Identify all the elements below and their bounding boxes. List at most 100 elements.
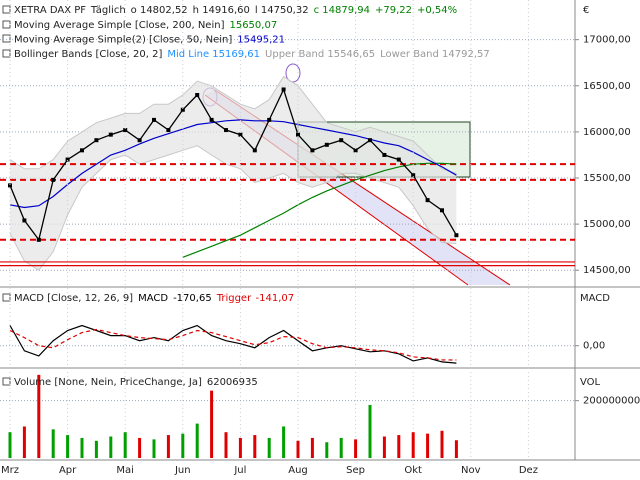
legend: Moving Average Simple(2) [Close, 50, Nei…: [14, 35, 285, 46]
volume-bar: [51, 429, 55, 458]
price-point: [209, 117, 214, 122]
volume-bar: [210, 390, 214, 458]
legend-text: -141,07: [256, 293, 295, 304]
y-tick-label: 200000000: [583, 396, 640, 407]
volume-bar: [123, 432, 127, 458]
legend-text: Täglich: [90, 5, 126, 16]
price-point: [296, 132, 300, 137]
x-tick-label: Jun: [174, 465, 191, 476]
y-tick-label: 0,00: [583, 341, 605, 352]
price-line: [9, 87, 457, 242]
volume-bar: [440, 430, 444, 458]
legend-text: -170,65: [173, 293, 212, 304]
price-point: [166, 128, 171, 133]
price-point: [65, 157, 70, 162]
price-point: [238, 132, 243, 137]
volume-bar: [37, 374, 41, 458]
axis-unit: €: [583, 5, 589, 16]
volume-bar: [296, 440, 300, 458]
price-point: [152, 117, 156, 122]
legend-text: l 14750,32: [255, 5, 309, 16]
bollinger-lower: [9, 145, 457, 271]
volume-bar: [138, 437, 142, 458]
volume-bar: [397, 435, 401, 458]
volume-bar: [109, 436, 113, 458]
marker-circle: [285, 63, 301, 83]
legend-text: XETRA DAX PF: [14, 5, 86, 16]
price-point: [396, 157, 401, 162]
price-point: [353, 148, 358, 153]
volume-bar: [22, 426, 26, 458]
volume-bar: [454, 440, 458, 458]
bollinger-band: [10, 76, 457, 271]
legend-text: Volume [None, Nein, PriceChange, Ja]: [14, 377, 202, 388]
x-tick-label: Aug: [288, 465, 308, 476]
volume-bar: [325, 442, 329, 458]
legend-text: Upper Band 15546,65: [265, 49, 375, 60]
x-tick-label: Jul: [233, 465, 246, 476]
legend-text: Lower Band 14792,57: [380, 49, 490, 60]
legend-text: Bollinger Bands [Close, 20, 2]: [14, 49, 162, 60]
volume-bar: [368, 404, 372, 458]
volume-bar: [310, 437, 314, 458]
price-point: [382, 152, 387, 157]
moving-average: [9, 119, 457, 209]
indicator-line: [9, 328, 457, 361]
volume-bar: [426, 433, 430, 458]
legend: MACD [Close, 12, 26, 9] MACD -170,65 Trigge…: [14, 293, 294, 304]
x-tick-label: Dez: [519, 465, 538, 476]
volume-bar: [238, 437, 242, 458]
x-tick-label: Mrz: [1, 465, 19, 476]
y-tick-label: 15500,00: [583, 173, 631, 184]
price-point: [80, 148, 84, 153]
moving-average: [182, 162, 457, 258]
price-point: [310, 148, 315, 153]
price-point: [368, 138, 372, 143]
volume-bar: [8, 432, 12, 458]
price-point: [454, 233, 459, 238]
legend-text: 62006935: [207, 377, 258, 388]
legend-text: MACD: [138, 293, 168, 304]
x-tick-label: Nov: [461, 465, 481, 476]
price-point: [8, 183, 12, 188]
legend-text: 15650,07: [229, 20, 277, 31]
legend-text: Trigger: [216, 293, 252, 304]
price-point: [411, 173, 416, 178]
price-point: [180, 107, 185, 112]
legend: Moving Average Simple [Close, 200, Nein]…: [14, 20, 277, 31]
volume-bar: [181, 433, 185, 458]
volume-bar: [195, 423, 199, 458]
legend-text: Moving Average Simple(2) [Close, 50, Nei…: [14, 35, 232, 46]
price-point: [51, 177, 56, 182]
y-tick-label: 16000,00: [583, 127, 631, 138]
legend: Bollinger Bands [Close, 20, 2] Mid Line 1…: [14, 49, 490, 60]
legend-text: o 14802,52: [131, 5, 188, 16]
price-point: [267, 117, 272, 122]
volume-bar: [166, 435, 170, 458]
y-tick-label: 17000,00: [583, 35, 631, 46]
volume-bar: [382, 436, 386, 458]
x-tick-label: Mai: [116, 465, 134, 476]
legend-icon: [2, 49, 11, 58]
price-point: [108, 132, 113, 137]
price-point: [324, 142, 329, 147]
legend-icon: [2, 293, 11, 302]
price-point: [339, 138, 344, 143]
price-point: [123, 128, 128, 133]
price-point: [94, 138, 99, 143]
price-point: [22, 218, 27, 223]
y-tick-label: 15000,00: [583, 219, 631, 230]
volume-bar: [282, 426, 286, 458]
bollinger-upper: [9, 75, 457, 174]
price-point: [281, 87, 286, 92]
price-point: [137, 138, 142, 143]
legend-text: h 14916,60: [193, 5, 250, 16]
price-point: [36, 237, 41, 242]
axis-unit: VOL: [580, 377, 601, 388]
legend-icon: [2, 34, 11, 43]
legend-text: 15495,21: [237, 35, 285, 46]
legend: Volume [None, Nein, PriceChange, Ja] 6200…: [14, 377, 258, 388]
legend-text: +0,54%: [417, 5, 457, 16]
volume-bar: [66, 435, 70, 458]
price-point: [425, 198, 430, 203]
